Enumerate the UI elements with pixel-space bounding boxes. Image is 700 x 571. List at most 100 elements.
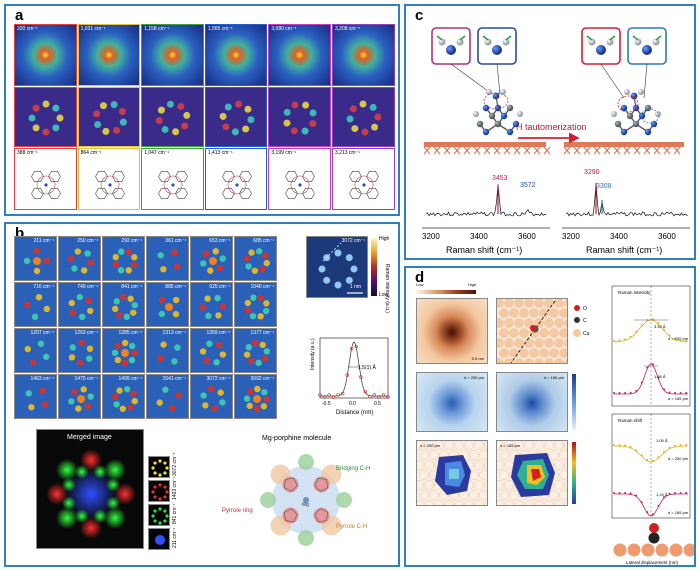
mid-right-title: Raman shift bbox=[618, 418, 643, 423]
big-map-scalebar: 1 nm bbox=[349, 284, 361, 290]
raman-intensity-map-250: d = 250 pm bbox=[416, 372, 488, 432]
b-map-3-0: 1463 cm⁻¹ bbox=[14, 374, 57, 419]
legend-cu: Cu bbox=[583, 331, 590, 337]
a-row3-label-1: 864 cm⁻¹ bbox=[80, 150, 102, 156]
right-xtick-0: 3200 bbox=[562, 232, 580, 241]
b-map-0-2: 292 cm⁻¹ bbox=[102, 236, 145, 281]
b-map-0-4: 653 cm⁻¹ bbox=[190, 236, 233, 281]
profile-ylabel: Intensity (a.u.) bbox=[310, 338, 316, 370]
b-map-2-1: 1263 cm⁻¹ bbox=[58, 328, 101, 373]
legend-o: O bbox=[583, 306, 587, 312]
b-map-3-5: 3092 cm⁻¹ bbox=[234, 374, 277, 419]
map-a-struct-4: 3,199 cm⁻¹ bbox=[268, 148, 331, 210]
b-map-label-1-0: 716 cm⁻¹ bbox=[33, 284, 54, 290]
b-map-label-3-2: 1499 cm⁻¹ bbox=[118, 376, 142, 382]
profile-tick-1: 0.0 bbox=[349, 401, 356, 407]
map-a-exp-4: 3,080 cm⁻¹ bbox=[268, 24, 331, 86]
colorbar-title: Raman intensity (a.u.) bbox=[384, 264, 390, 313]
b-map-3-3: 1541 cm⁻¹ bbox=[146, 374, 189, 419]
b-map-label-0-1: 250 cm⁻¹ bbox=[77, 238, 98, 244]
left-xtick-2: 3600 bbox=[518, 232, 536, 241]
mid-right-ann-1: 1.24 Å bbox=[656, 492, 668, 497]
raman-intensity-map-185: d = 185 pm bbox=[496, 372, 568, 432]
map-d-1: d = 185 pm bbox=[543, 375, 564, 380]
map-a-struct-0: 388 cm⁻¹ bbox=[14, 148, 77, 210]
b-map-label-1-3: 885 cm⁻¹ bbox=[165, 284, 186, 290]
b-map-label-2-0: 1207 cm⁻¹ bbox=[30, 330, 54, 336]
a-row3-label-0: 388 cm⁻¹ bbox=[17, 150, 38, 156]
b-map-2-4: 1359 cm⁻¹ bbox=[190, 328, 233, 373]
right-peak-2: 3308 bbox=[596, 183, 612, 190]
a-row1-label-4: 3,080 cm⁻¹ bbox=[271, 26, 297, 32]
b-map-label-3-0: 1463 cm⁻¹ bbox=[30, 376, 54, 382]
b-map-0-1: 250 cm⁻¹ bbox=[58, 236, 101, 281]
merged-svg bbox=[46, 449, 136, 539]
b-map-label-0-3: 361 cm⁻¹ bbox=[165, 238, 186, 244]
b-map-label-0-5: 685 cm⁻¹ bbox=[253, 238, 274, 244]
colorbar-low: Low bbox=[379, 292, 389, 298]
d-colorbar bbox=[416, 290, 476, 294]
a-row1-label-0: 320 cm⁻¹ bbox=[17, 26, 38, 32]
label-pyrrole-ch: Pyrrole C-H bbox=[336, 524, 367, 530]
raman-shift-map-185: d = 185 pm bbox=[496, 440, 568, 506]
left-peak-2: 3572 bbox=[520, 182, 536, 189]
panel-d-label: d bbox=[412, 270, 428, 286]
map-a-struct-5: 3,213 cm⁻¹ bbox=[332, 148, 395, 210]
map-a-struct-1: 864 cm⁻¹ bbox=[77, 148, 141, 210]
a-row1-label-2: 1,158 cm⁻¹ bbox=[144, 26, 170, 32]
panel-a-label: a bbox=[12, 8, 27, 24]
left-peak-1: 3453 bbox=[492, 175, 508, 182]
b-map-1-2: 841 cm⁻¹ bbox=[102, 282, 145, 327]
map-a-sim-1 bbox=[77, 87, 141, 147]
d-colorbar-jet bbox=[572, 442, 576, 504]
big-map-svg bbox=[318, 242, 363, 294]
side-map-2 bbox=[148, 504, 170, 526]
a-row3-label-4: 3,199 cm⁻¹ bbox=[271, 150, 297, 156]
right-xtick-1: 3400 bbox=[610, 232, 628, 241]
side-map-1 bbox=[148, 480, 170, 502]
raman-shift-map-250: d = 250 pm bbox=[416, 440, 488, 506]
map-d-3: d = 185 pm bbox=[500, 443, 521, 448]
b-map-label-2-1: 1263 cm⁻¹ bbox=[74, 330, 98, 336]
b-map-0-3: 361 cm⁻¹ bbox=[146, 236, 189, 281]
a-row1-label-1: 1,031 cm⁻¹ bbox=[80, 26, 106, 32]
b-map-1-4: 925 cm⁻¹ bbox=[190, 282, 233, 327]
b-map-label-2-4: 1359 cm⁻¹ bbox=[206, 330, 230, 336]
label-pyrrole-ring: Pyrrole ring bbox=[222, 508, 253, 514]
b-map-label-0-2: 292 cm⁻¹ bbox=[121, 238, 142, 244]
a-row3-label-3: 1,413 cm⁻¹ bbox=[207, 150, 233, 156]
colorbar-high: High bbox=[379, 236, 390, 242]
b-map-label-2-3: 1313 cm⁻¹ bbox=[162, 330, 186, 336]
b-map-label-1-1: 749 cm⁻¹ bbox=[77, 284, 98, 290]
top-right-ann-0: 3.59 Å bbox=[654, 324, 666, 329]
map-a-exp-5: 3,208 cm⁻¹ bbox=[332, 24, 395, 86]
b-map-3-2: 1499 cm⁻¹ bbox=[102, 374, 145, 419]
lattice-svg bbox=[497, 299, 567, 363]
left-xtick-1: 3400 bbox=[470, 232, 488, 241]
profile-tick-0: -0.5 bbox=[322, 401, 331, 407]
map-a-exp-2: 1,158 cm⁻¹ bbox=[141, 24, 204, 86]
d-colorbar-high: High bbox=[468, 282, 477, 287]
map-a-exp-3: 1,565 cm⁻¹ bbox=[204, 24, 268, 86]
mid-right-d-0: d = 250 pm bbox=[668, 456, 689, 461]
map-a-sim-3 bbox=[204, 87, 268, 147]
top-right-title: Raman intensity bbox=[618, 290, 651, 295]
label-mg: Mg bbox=[302, 502, 309, 508]
b-map-1-1: 749 cm⁻¹ bbox=[58, 282, 101, 327]
big-map-label: 3072 cm⁻¹ bbox=[341, 238, 365, 244]
b-map-2-2: 1285 cm⁻¹ bbox=[102, 328, 145, 373]
legend-c: C bbox=[583, 318, 587, 324]
b-map-0-0: 211 cm⁻¹ bbox=[14, 236, 57, 281]
stm-image: 0.5 nm bbox=[416, 298, 488, 364]
mid-right-ann-0: 1.06 Å bbox=[656, 438, 668, 443]
side-map-label-0: 3072 cm⁻¹ bbox=[172, 452, 178, 476]
b-map-label-3-1: 1475 cm⁻¹ bbox=[74, 376, 98, 382]
map-a-sim-5 bbox=[332, 87, 395, 147]
b-map-label-2-2: 1285 cm⁻¹ bbox=[118, 330, 142, 336]
a-row3-label-5: 3,213 cm⁻¹ bbox=[335, 150, 360, 156]
map-d-0: d = 250 pm bbox=[463, 375, 484, 380]
h-tautomerization-label: H tautomerization bbox=[516, 122, 587, 132]
side-maps: 3072 cm⁻¹ 1463 cm⁻¹ 841 cm⁻¹ 211 cm⁻¹ bbox=[148, 452, 188, 550]
b-map-label-0-0: 211 cm⁻¹ bbox=[33, 238, 54, 244]
side-map-label-2: 841 cm⁻¹ bbox=[172, 503, 178, 524]
